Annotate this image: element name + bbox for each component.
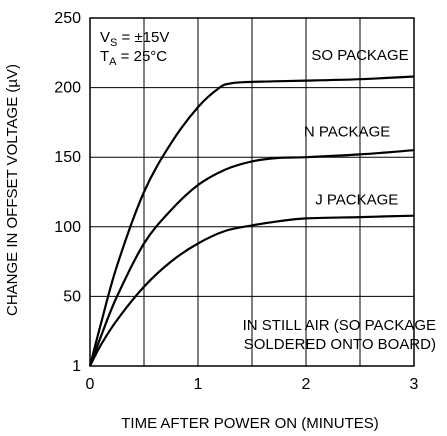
ambient-temperature-condition: TA = 25°C <box>100 48 167 68</box>
y-tick-label: 250 <box>54 10 81 27</box>
x-tick-label: 0 <box>86 376 95 393</box>
x-tick-labels: 0 1 2 3 <box>86 376 419 393</box>
note-line-2: SOLDERED ONTO BOARD) <box>244 336 436 353</box>
y-tick-label: 1 <box>72 358 81 375</box>
series-line-j-package <box>89 214 415 367</box>
series-lines <box>88 75 415 367</box>
series-label-so-package: SO PACKAGE <box>311 47 408 64</box>
y-tick-label: 150 <box>54 149 81 166</box>
plot-frame <box>89 17 415 367</box>
y-tick-label: 200 <box>54 80 81 97</box>
x-tick-label: 1 <box>194 376 203 393</box>
series-line-n-package <box>88 149 415 367</box>
x-tick-label: 2 <box>302 376 311 393</box>
x-axis-title: TIME AFTER POWER ON (MINUTES) <box>121 415 379 432</box>
y-axis-title: CHANGE IN OFFSET VOLTAGE (µV) <box>4 64 21 316</box>
series-label-n-package: N PACKAGE <box>304 123 390 140</box>
x-tick-label: 3 <box>410 376 419 393</box>
series-line-so-package <box>88 75 415 367</box>
supply-voltage-condition: VS = ±15V <box>100 29 169 49</box>
series-label-j-package: J PACKAGE <box>315 192 398 209</box>
note-line-1: IN STILL AIR (SO PACKAGE <box>243 317 436 334</box>
y-tick-label: 50 <box>63 288 81 305</box>
series-labels: SO PACKAGE N PACKAGE J PACKAGE <box>304 47 409 209</box>
grid-lines <box>90 18 414 366</box>
y-tick-label: 100 <box>54 219 81 236</box>
